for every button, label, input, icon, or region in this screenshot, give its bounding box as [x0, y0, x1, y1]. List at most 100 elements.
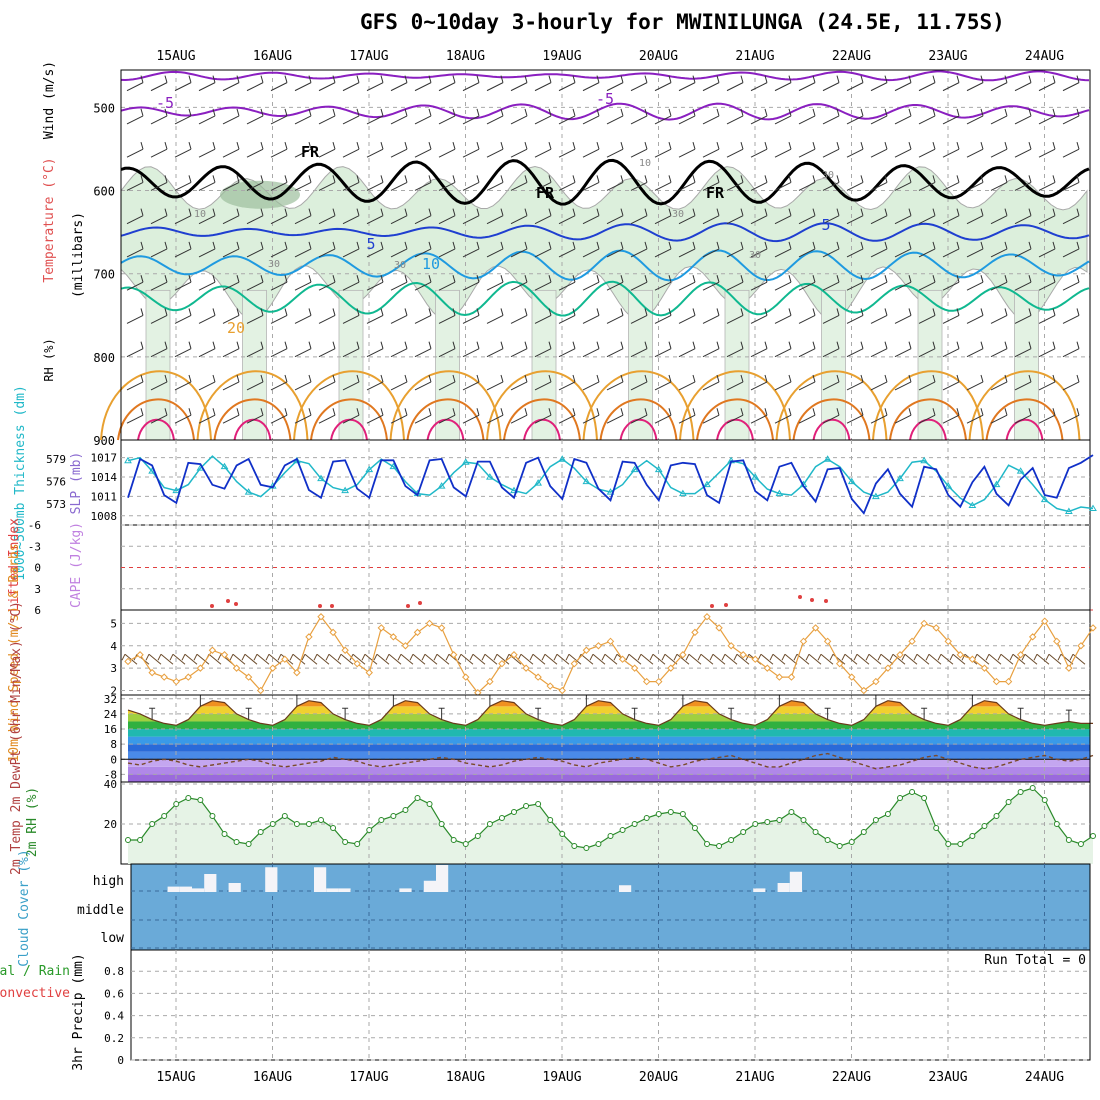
rh-marker	[583, 845, 590, 851]
surface-wind-barb	[985, 653, 1002, 665]
wind-barb	[630, 175, 648, 191]
wind-barb	[414, 75, 432, 92]
wind-speed-marker	[510, 651, 518, 659]
top-date-label: 24AUG	[1025, 49, 1064, 64]
rh-tick: 40	[104, 778, 117, 791]
wind-barb	[486, 75, 504, 92]
wind-barb	[750, 374, 768, 391]
wind-barb	[702, 208, 720, 225]
wind-barb	[342, 108, 360, 125]
wind-barb	[966, 374, 984, 391]
wind-barb	[750, 341, 768, 358]
rh-marker	[824, 837, 831, 843]
wind-barb	[486, 308, 504, 324]
wind-barb	[582, 308, 600, 324]
cloud-high-bar	[777, 883, 790, 892]
wind-speed-marker	[486, 677, 494, 686]
wind-barb	[678, 408, 696, 424]
rh-marker	[655, 811, 662, 817]
wind-speed-marker	[691, 628, 699, 637]
wind-barb	[414, 341, 432, 358]
thickness-marker	[775, 489, 784, 497]
temp-color-bands	[128, 700, 1090, 782]
wind-barb	[726, 408, 744, 424]
wind-barb	[246, 408, 264, 424]
wind-barb	[366, 142, 384, 158]
wind-speed-marker	[413, 628, 422, 637]
wind-barb	[1038, 75, 1056, 92]
rh-marker	[909, 789, 916, 795]
rh-shade-column	[821, 289, 846, 441]
wind-speed-marker	[944, 637, 952, 646]
rh-marker	[245, 841, 252, 847]
rh-marker	[788, 809, 795, 815]
surface-wind-barb	[865, 653, 882, 665]
rh-marker	[498, 815, 505, 821]
wind-speed-marker	[1089, 624, 1097, 632]
rh-marker	[1090, 833, 1096, 839]
wind-barb	[462, 75, 480, 92]
contour-30	[233, 418, 272, 441]
wind-barb	[318, 374, 336, 391]
wind-barb	[822, 208, 840, 225]
thickness-marker	[534, 479, 543, 486]
wind-barb	[894, 175, 912, 191]
surface-wind-barb	[1045, 653, 1062, 665]
wind-speed-marker	[534, 673, 542, 681]
wind-barb	[606, 108, 624, 125]
wind-barb	[774, 374, 792, 391]
cloud-high-bar	[228, 883, 241, 892]
surface-wind-barb	[169, 653, 186, 665]
top-date-label: 18AUG	[446, 49, 485, 64]
rh-marker	[631, 821, 638, 827]
rh-marker	[547, 817, 554, 823]
wind-barb	[774, 142, 792, 158]
wind-barb	[462, 341, 480, 358]
rh-marker	[402, 807, 409, 813]
wind-speed-marker	[546, 682, 554, 690]
surface-wind-barb	[637, 653, 654, 665]
wind-barb	[174, 75, 192, 92]
wind-barb	[246, 275, 264, 291]
wind-barb	[414, 275, 432, 291]
wind-barb	[438, 208, 456, 225]
wind-barb	[294, 308, 312, 324]
bottom-date-label: 20AUG	[639, 1070, 678, 1085]
contour-15	[120, 280, 1090, 317]
wind-barb	[222, 308, 240, 324]
wind-barb	[438, 75, 456, 92]
wind-barb	[222, 374, 240, 391]
wind-barb	[846, 408, 864, 424]
thickness-marker	[510, 486, 518, 494]
rh-marker	[486, 821, 493, 827]
cloud-high-bar	[753, 888, 766, 892]
wind-barb	[294, 208, 312, 225]
surface-wind-barb	[409, 653, 426, 665]
wind-barb	[462, 308, 480, 324]
wind-speed-marker	[317, 613, 325, 621]
rh-marker	[173, 801, 180, 807]
wind-barb	[798, 408, 816, 424]
wind-barb	[918, 374, 936, 391]
wind-speed-marker	[655, 677, 663, 686]
wind-barb	[342, 75, 360, 92]
wind-barb	[438, 275, 456, 291]
wind-barb	[366, 241, 384, 258]
temperature-line	[127, 700, 1093, 726]
surface-wind-barb	[481, 653, 498, 665]
rh-marker	[764, 819, 771, 825]
wind-barb	[1062, 175, 1080, 191]
precip-tick: 0	[117, 1054, 124, 1067]
thickness-marker	[606, 488, 615, 495]
thickness-marker	[124, 456, 132, 464]
rh-marker	[149, 821, 156, 827]
bottom-date-label: 19AUG	[542, 1070, 581, 1085]
temperature-label: Temperature (°C)	[42, 157, 57, 282]
rh-marker	[836, 843, 843, 849]
surface-wind-barb	[469, 653, 486, 665]
wind-barb	[702, 142, 720, 158]
wind-barb	[198, 408, 216, 424]
wind-barb	[822, 142, 840, 158]
thickness-marker	[1016, 467, 1025, 474]
rh-marker	[559, 831, 566, 837]
